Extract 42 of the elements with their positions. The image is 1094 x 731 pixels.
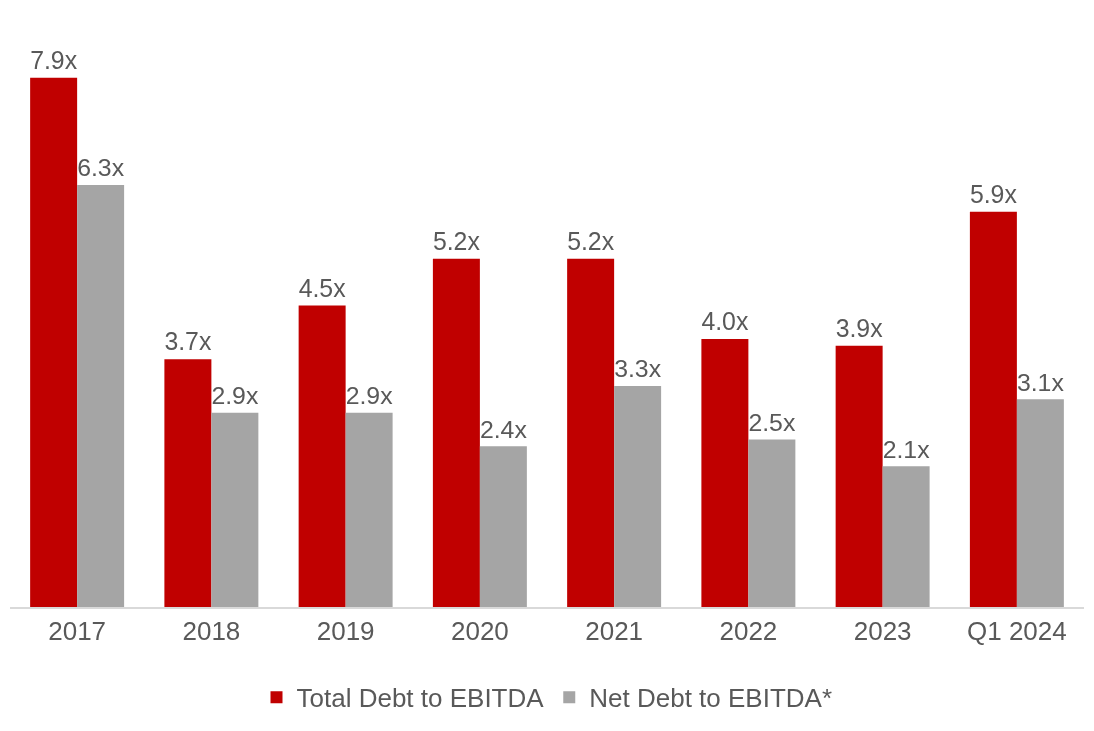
data-label: 4.5x <box>298 274 347 302</box>
data-label: 5.2x <box>567 227 615 255</box>
bar <box>969 211 1017 607</box>
x-tick-label: 2021 <box>585 615 644 646</box>
data-label: 2.1x <box>882 435 931 463</box>
x-tick-label: 2019 <box>316 615 375 646</box>
bar <box>298 305 346 607</box>
bar <box>30 77 78 607</box>
x-tick-label: 2022 <box>719 615 778 646</box>
data-label: 4.0x <box>701 308 749 336</box>
bar <box>614 385 662 607</box>
bar <box>835 345 883 607</box>
data-label: 2.5x <box>748 408 796 436</box>
data-label: 6.3x <box>77 154 125 182</box>
data-label: 2.4x <box>479 415 528 443</box>
data-label: 2.9x <box>211 382 259 410</box>
data-label: 3.1x <box>1016 368 1065 396</box>
data-label: 5.2x <box>432 227 481 255</box>
bar <box>211 412 259 607</box>
bar <box>432 258 480 607</box>
x-tick-label: 2017 <box>48 615 107 646</box>
x-tick-label: Q1 2024 <box>967 615 1067 646</box>
x-tick-label: 2023 <box>853 615 912 646</box>
data-label: 5.9x <box>969 181 1018 209</box>
bar <box>882 466 930 607</box>
x-tick-label: 2020 <box>450 615 509 646</box>
data-label: 7.9x <box>30 47 78 75</box>
bar <box>567 258 615 607</box>
legend-label: Net Debt to EBITDA* <box>589 683 833 714</box>
data-label: 3.9x <box>835 315 884 343</box>
bar <box>77 185 125 607</box>
data-label: 3.7x <box>164 328 212 356</box>
data-label: 3.3x <box>614 355 662 383</box>
data-label: 2.9x <box>345 382 394 410</box>
bar <box>345 412 393 607</box>
x-tick-label: 2018 <box>182 615 241 646</box>
bar <box>1016 399 1064 607</box>
legend-label: Total Debt to EBITDA <box>296 683 545 714</box>
bar <box>748 439 796 607</box>
bar <box>701 339 749 607</box>
bar <box>164 359 212 607</box>
bar <box>479 446 527 607</box>
